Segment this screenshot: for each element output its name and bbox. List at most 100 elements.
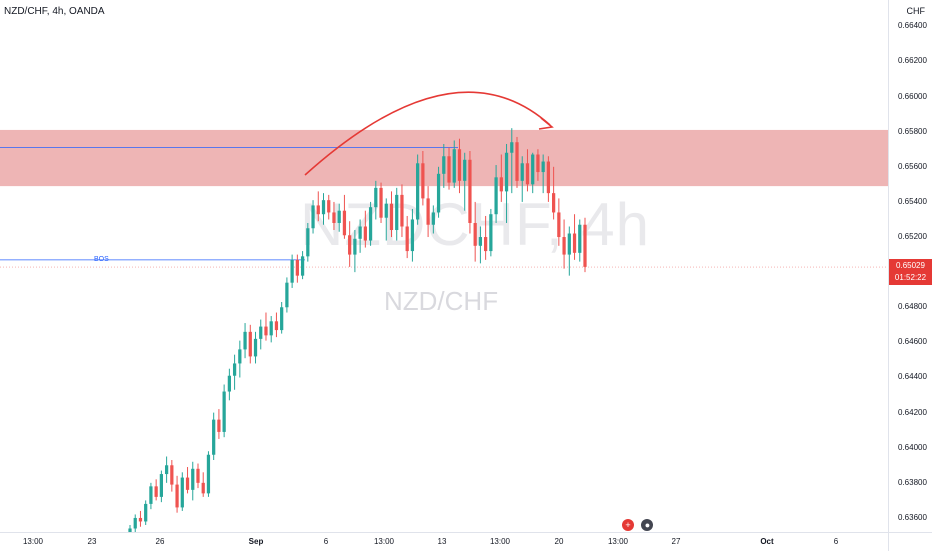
x-tick-label: 13 — [437, 537, 447, 546]
candle-body — [206, 454, 211, 494]
candle-body — [290, 259, 294, 283]
candle-body — [321, 200, 326, 215]
candle-body — [212, 419, 216, 455]
candle-body — [541, 161, 545, 173]
candle-body — [201, 482, 205, 494]
y-tick-label: 0.63600 — [898, 512, 927, 522]
candle-body — [499, 177, 503, 192]
add-alert-icon[interactable]: + — [622, 519, 634, 531]
candle-body — [327, 200, 331, 213]
candle-body — [525, 163, 530, 185]
candle-body — [159, 474, 164, 497]
candle-body — [128, 528, 132, 532]
candle-body — [478, 237, 483, 246]
bar-countdown: 01:52:22 — [894, 273, 927, 282]
y-tick-label: 0.66400 — [898, 21, 927, 31]
candle-body — [442, 156, 446, 174]
y-tick-label: 0.65200 — [898, 232, 927, 242]
candle-body — [389, 203, 394, 231]
axis-corner — [888, 532, 932, 551]
candle-body — [531, 154, 535, 185]
candle-body — [421, 163, 425, 199]
candle-body — [400, 194, 404, 227]
candle-body — [363, 226, 367, 241]
candle-body — [536, 154, 540, 173]
candle-body — [295, 259, 299, 276]
y-tick-label: 0.64800 — [898, 302, 927, 312]
candle-body — [374, 187, 378, 208]
x-tick-label: Sep — [248, 537, 264, 546]
candle-body — [484, 237, 488, 252]
candle-body — [431, 212, 435, 225]
candle-body — [232, 363, 237, 376]
chart-svg[interactable] — [0, 0, 888, 532]
candle-body — [269, 321, 273, 336]
x-tick-label: 23 — [87, 537, 97, 546]
candle-body — [578, 224, 582, 253]
candle-body — [306, 228, 310, 257]
candle-body — [185, 477, 190, 490]
x-tick-label: 6 — [833, 537, 839, 546]
y-tick-label: 0.65800 — [898, 126, 927, 136]
candle-body — [395, 194, 399, 231]
y-tick-label: 0.66200 — [898, 56, 927, 66]
symbol-watermark-sub: NZD/CHF — [384, 286, 499, 316]
candle-body — [504, 152, 509, 192]
candle-body — [311, 205, 315, 229]
candle-body — [572, 233, 577, 253]
candle-body — [180, 477, 184, 508]
candle-body — [468, 159, 472, 223]
candle-body — [436, 173, 441, 213]
bottom-icon-group: + ● — [622, 515, 656, 533]
candle-body — [264, 326, 268, 336]
y-tick-label: 0.66000 — [898, 91, 927, 101]
candle-body — [138, 517, 143, 522]
symbol-title[interactable]: NZD/CHF, 4h, OANDA — [4, 6, 105, 17]
candle-body — [353, 238, 357, 255]
candle-body — [248, 331, 252, 357]
currency-label: CHF — [906, 6, 926, 16]
bos-label: BOS — [94, 256, 109, 263]
candle-body — [551, 193, 556, 213]
x-tick-label: 6 — [323, 537, 329, 546]
candle-body — [557, 212, 561, 238]
replay-icon[interactable]: ● — [641, 519, 654, 531]
y-tick-label: 0.64000 — [898, 442, 927, 452]
candle-body — [368, 207, 373, 241]
candle-body — [227, 375, 231, 392]
candle-body — [583, 224, 587, 267]
y-tick-label: 0.64200 — [898, 407, 927, 417]
candle-body — [473, 222, 477, 246]
candle-body — [510, 142, 514, 153]
candle-body — [494, 177, 498, 215]
candle-body — [300, 256, 305, 276]
time-axis[interactable]: 13:00 23 26 Sep 6 13:00 13 13:00 20 13:00 27 Oct 6 — [0, 532, 888, 551]
plot-area[interactable]: NZDCHF, 4h NZD/CHF NZD/CHF, 4h, OANDA BO… — [0, 0, 888, 532]
candle-body — [348, 235, 352, 255]
candle-body — [520, 163, 524, 181]
x-tick-label: 13:00 — [373, 537, 395, 546]
candle-body — [457, 149, 462, 181]
candle-body — [447, 156, 451, 183]
candle-body — [154, 486, 158, 497]
y-tick-label: 0.63800 — [898, 477, 927, 487]
candle-body — [222, 391, 226, 432]
y-tick-label: 0.64400 — [898, 372, 927, 382]
candle-body — [567, 233, 571, 255]
candle-body — [337, 210, 341, 223]
candle-body — [489, 214, 493, 252]
x-tick-label: 27 — [671, 537, 681, 546]
candle-body — [144, 503, 148, 522]
x-tick-label: 26 — [155, 537, 165, 546]
candle-body — [133, 517, 137, 529]
candle-body — [274, 321, 279, 331]
candle-body — [316, 205, 320, 215]
candle-body — [384, 203, 388, 218]
candle-body — [515, 142, 519, 181]
last-price-value: 0.65029 — [896, 261, 925, 270]
candle-body — [243, 331, 247, 350]
x-tick-label: 13:00 — [489, 537, 511, 546]
x-tick-label: Oct — [760, 537, 774, 546]
candle-body — [410, 219, 415, 252]
